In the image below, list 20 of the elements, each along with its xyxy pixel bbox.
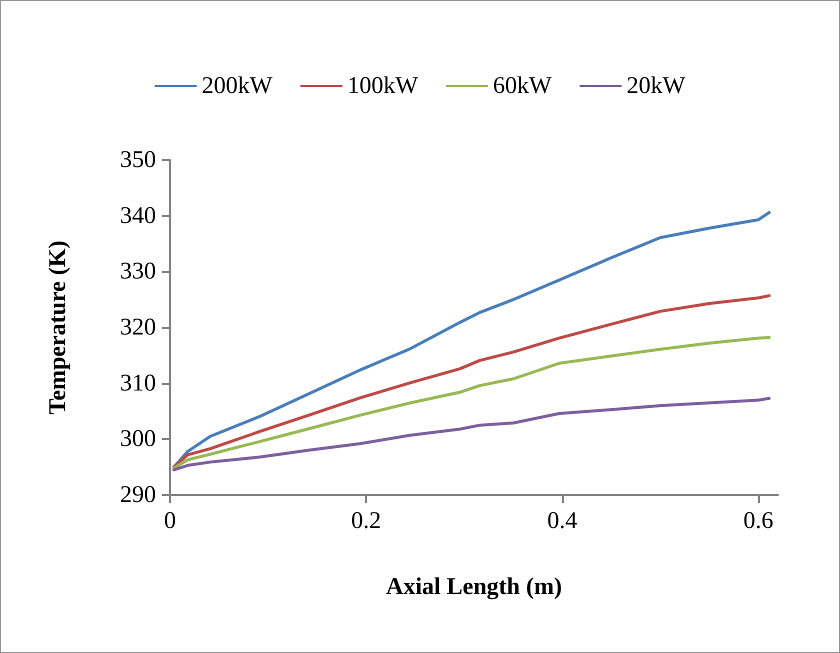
legend-label: 200kW (202, 73, 273, 99)
y-tick-label: 310 (120, 370, 156, 396)
x-tick-label: 0 (164, 508, 176, 534)
legend-label: 100kW (347, 73, 418, 99)
x-tick-label: 0.2 (351, 508, 382, 534)
x-axis-title: Axial Length (m) (386, 574, 562, 600)
y-tick-label: 350 (120, 147, 156, 173)
line-series (172, 396, 771, 472)
line-series (172, 336, 771, 470)
y-tick-label: 330 (120, 258, 156, 285)
legend-label: 60kW (493, 73, 552, 99)
line-series (172, 294, 771, 469)
y-axis-title: Temperature (K) (45, 240, 71, 414)
legend-label: 20kW (626, 73, 686, 99)
y-tick-label: 300 (120, 426, 156, 452)
x-tick-label: 0.6 (743, 508, 774, 534)
x-tick-label: 0.4 (547, 508, 578, 534)
y-tick-label: 290 (120, 482, 156, 508)
y-tick-label: 320 (120, 314, 156, 340)
y-tick-label: 340 (120, 202, 156, 229)
